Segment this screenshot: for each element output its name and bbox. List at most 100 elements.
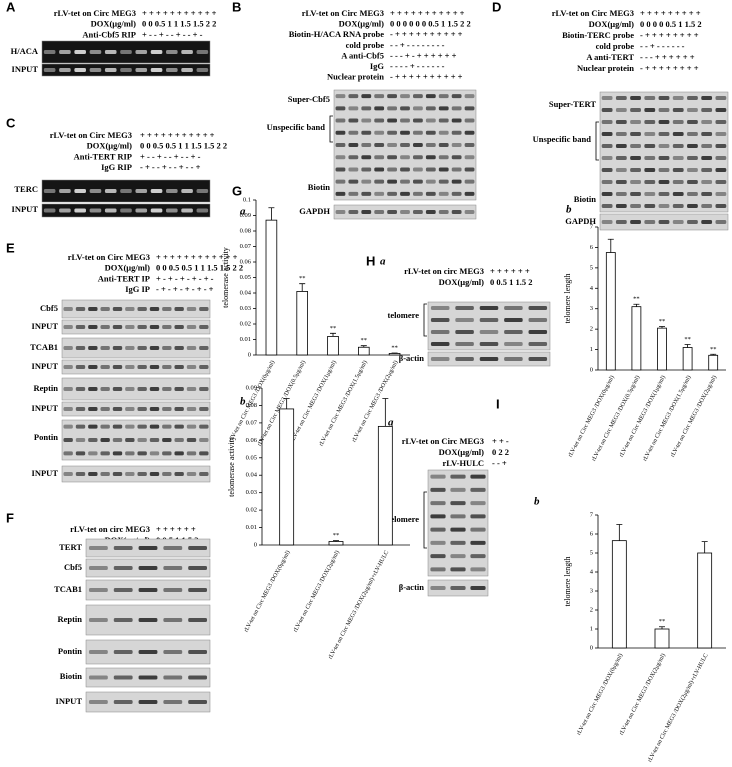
band [88,438,98,442]
band [188,675,208,680]
band [672,180,684,184]
band [166,189,178,193]
band [137,387,147,391]
band [464,191,475,196]
band [615,144,627,148]
gel [427,469,489,577]
band [162,451,172,456]
band [413,143,423,147]
gel [41,63,211,77]
band [125,424,135,429]
band [75,387,86,391]
band [361,179,372,184]
band [701,132,713,136]
band [135,208,148,213]
band [687,120,698,124]
band [701,156,713,160]
band [113,566,133,570]
band [89,189,102,193]
y-axis-title: telomere length [563,274,572,324]
blot-label: Cbf5 [64,562,82,572]
condition-values: + + - [492,436,509,446]
band [174,325,184,329]
band [374,191,385,196]
panel-sublabel: b [240,396,246,408]
band [75,325,86,329]
significance-label: ** [633,296,640,303]
band [672,144,684,148]
band [450,554,466,559]
band [658,132,670,136]
band [451,210,462,214]
band [430,306,450,310]
band [135,68,148,72]
blot-label: Reptin [57,614,82,624]
band [715,220,727,224]
band [430,318,450,322]
error-bar [283,398,290,409]
band [413,179,423,184]
band [88,407,98,411]
band [75,407,86,411]
bar [611,540,627,649]
band [438,143,449,147]
panel-sublabel: b [566,204,572,216]
condition-values: + + + + + + + + + + + + [156,252,238,262]
band [149,407,160,411]
band [149,346,160,350]
band [438,106,449,111]
band [430,330,450,334]
band [112,451,123,456]
error-bar [684,344,691,348]
band [400,118,410,123]
band [88,451,98,456]
y-tick-label: 7 [590,511,594,518]
condition-values: - + - - + - - + - - + [140,162,201,172]
band [672,204,684,208]
band [658,96,670,100]
condition-values: - + + + + + + + + [640,63,699,73]
band [658,108,670,112]
band [74,50,86,54]
blot-label: Biotin [60,671,82,681]
y-tick-label: 0.1 [243,196,251,203]
band [400,106,410,111]
band [348,210,359,214]
y-tick-label: 4 [590,568,594,575]
band [644,168,656,172]
condition-values: - + + + + + + + + + + [390,72,463,82]
band [361,118,372,123]
band [425,130,436,135]
band [430,527,446,532]
band [348,94,359,99]
band [630,144,641,148]
band [100,451,110,456]
y-tick-label: 0.09 [240,212,251,219]
band [361,94,372,99]
band [348,130,359,135]
band [113,618,133,622]
band [137,472,147,476]
error-bar [659,326,665,329]
band [470,514,486,519]
band [104,68,117,72]
band [658,120,670,124]
condition-label: rLV-tet on circ MEG3 [404,266,484,276]
band [113,650,133,654]
y-tick-label: 0.03 [246,489,257,496]
band [430,514,446,519]
band [112,307,123,311]
band [455,357,474,361]
band [644,220,656,224]
bar [605,252,616,371]
band [464,210,475,214]
blot-label: Pontin [58,646,82,656]
gel [333,204,477,220]
significance-label: ** [659,318,666,325]
band [430,567,446,572]
band [644,96,656,100]
band [528,342,548,346]
band [644,120,656,124]
bracket [423,491,427,549]
significance-label: ** [333,532,340,539]
